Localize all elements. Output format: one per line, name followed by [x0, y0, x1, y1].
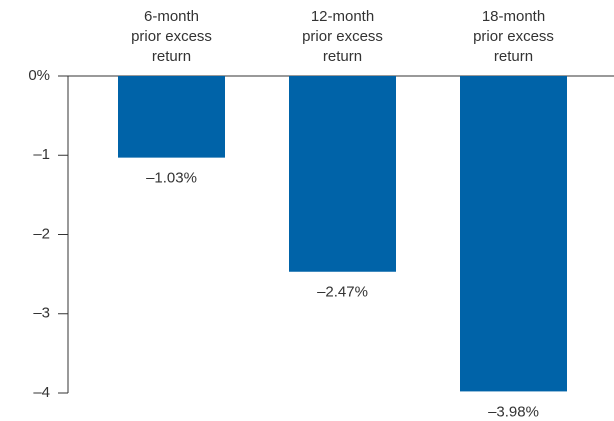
- y-tick-label: –3: [33, 305, 50, 322]
- value-label: –3.98%: [488, 403, 539, 420]
- x-tick-label: 18-month prior excess return: [473, 8, 554, 65]
- x-tick-label: 6-month prior excess return: [131, 8, 212, 65]
- bar: [460, 76, 567, 392]
- y-tick-label: –1: [33, 146, 50, 163]
- value-label: –1.03%: [146, 170, 197, 187]
- value-label: –2.47%: [317, 284, 368, 301]
- y-tick-label: –4: [33, 384, 50, 401]
- x-tick-label: 12-month prior excess return: [302, 8, 383, 65]
- bar: [118, 76, 225, 158]
- y-tick-label: 0%: [28, 67, 50, 84]
- bar: [289, 76, 396, 272]
- y-tick-label: –2: [33, 225, 50, 242]
